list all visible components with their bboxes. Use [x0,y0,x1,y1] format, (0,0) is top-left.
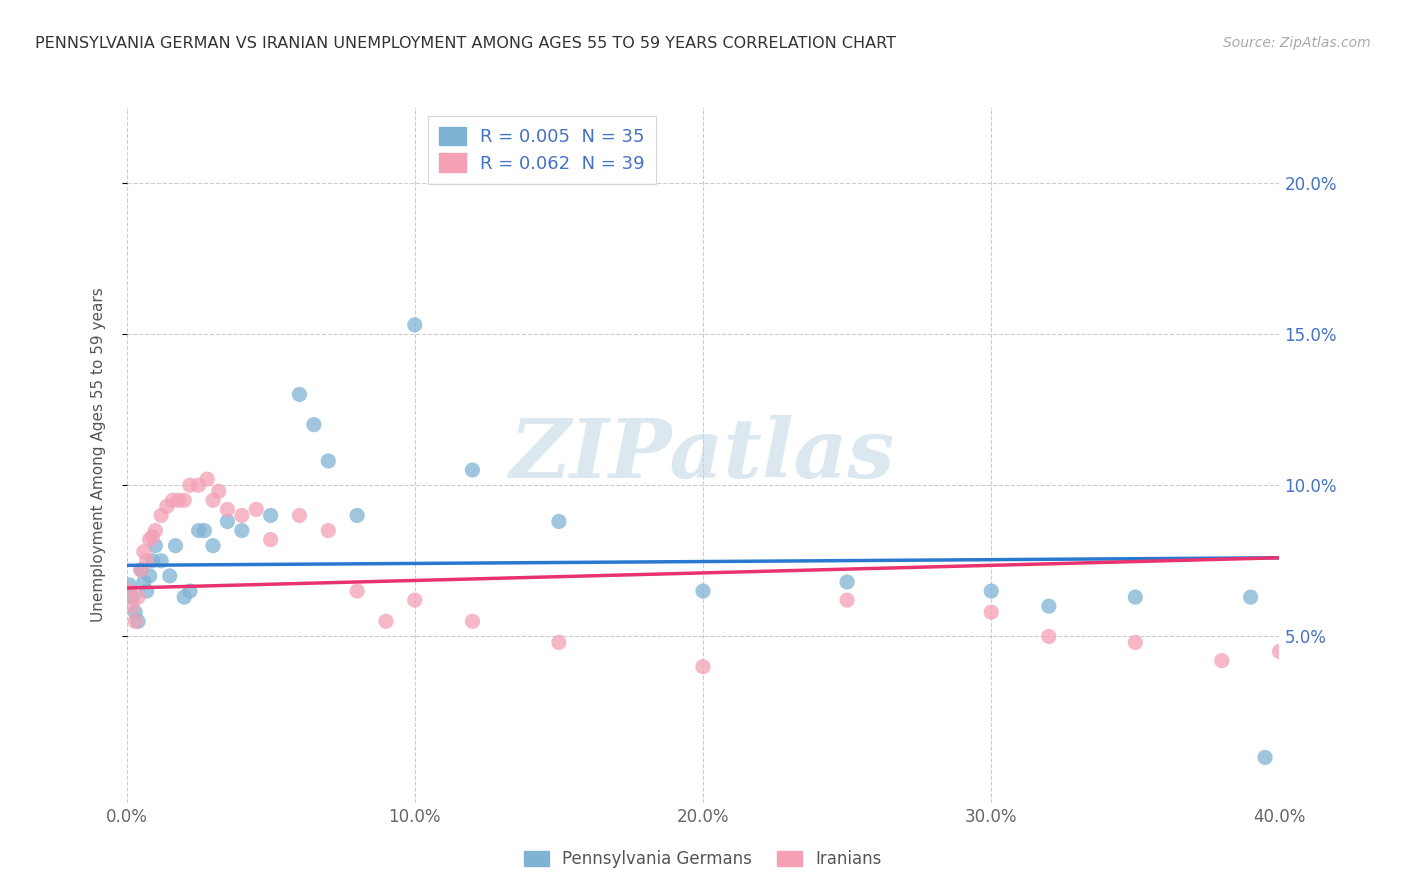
Point [195,472,218,486]
Point [1125,635,1147,649]
Point [1268,644,1291,658]
Point [1038,599,1060,614]
Point [1125,590,1147,604]
Point [346,508,368,523]
Point [288,387,311,401]
Point [1038,629,1060,643]
Point [1326,629,1348,643]
Point [231,508,253,523]
Point [121,599,143,614]
Text: ZIPatlas: ZIPatlas [510,415,896,495]
Point [121,590,143,604]
Point [318,454,340,468]
Point [138,533,160,547]
Point [461,615,484,629]
Legend: Pennsylvania Germans, Iranians: Pennsylvania Germans, Iranians [517,843,889,874]
Point [835,574,858,589]
Point [173,590,195,604]
Point [692,659,714,673]
Point [245,502,267,516]
Point [404,318,426,332]
Point [208,484,231,499]
Point [404,593,426,607]
Point [129,563,152,577]
Text: Source: ZipAtlas.com: Source: ZipAtlas.com [1223,36,1371,50]
Y-axis label: Unemployment Among Ages 55 to 59 years: Unemployment Among Ages 55 to 59 years [91,287,105,623]
Point [231,524,253,538]
Point [179,478,201,492]
Point [145,539,166,553]
Point [1254,750,1277,764]
Point [127,590,149,604]
Point [129,563,152,577]
Point [118,584,141,599]
Point [141,530,163,544]
Point [187,524,209,538]
Point [692,584,714,599]
Point [202,493,225,508]
Point [162,493,184,508]
Point [374,615,398,629]
Point [1211,654,1233,668]
Point [346,584,368,599]
Point [835,593,858,607]
Point [193,524,215,538]
Point [187,478,209,492]
Point [259,508,281,523]
Point [165,539,187,553]
Text: PENNSYLVANIA GERMAN VS IRANIAN UNEMPLOYMENT AMONG AGES 55 TO 59 YEARS CORRELATIO: PENNSYLVANIA GERMAN VS IRANIAN UNEMPLOYM… [35,36,896,51]
Point [127,615,149,629]
Point [302,417,325,432]
Point [135,584,157,599]
Point [217,502,239,516]
Point [980,605,1002,619]
Point [118,578,141,592]
Point [288,508,311,523]
Point [461,463,484,477]
Point [150,508,173,523]
Point [202,539,225,553]
Point [145,524,166,538]
Point [173,493,195,508]
Point [179,584,201,599]
Point [150,554,173,568]
Point [980,584,1002,599]
Point [1240,590,1263,604]
Point [132,545,155,559]
Point [132,574,155,589]
Point [138,569,160,583]
Point [259,533,281,547]
Point [159,569,181,583]
Point [124,605,146,619]
Point [548,635,571,649]
Point [156,500,179,514]
Point [167,493,190,508]
Point [141,554,163,568]
Point [318,524,340,538]
Point [217,515,239,529]
Point [135,554,157,568]
Point [548,515,571,529]
Point [124,615,146,629]
